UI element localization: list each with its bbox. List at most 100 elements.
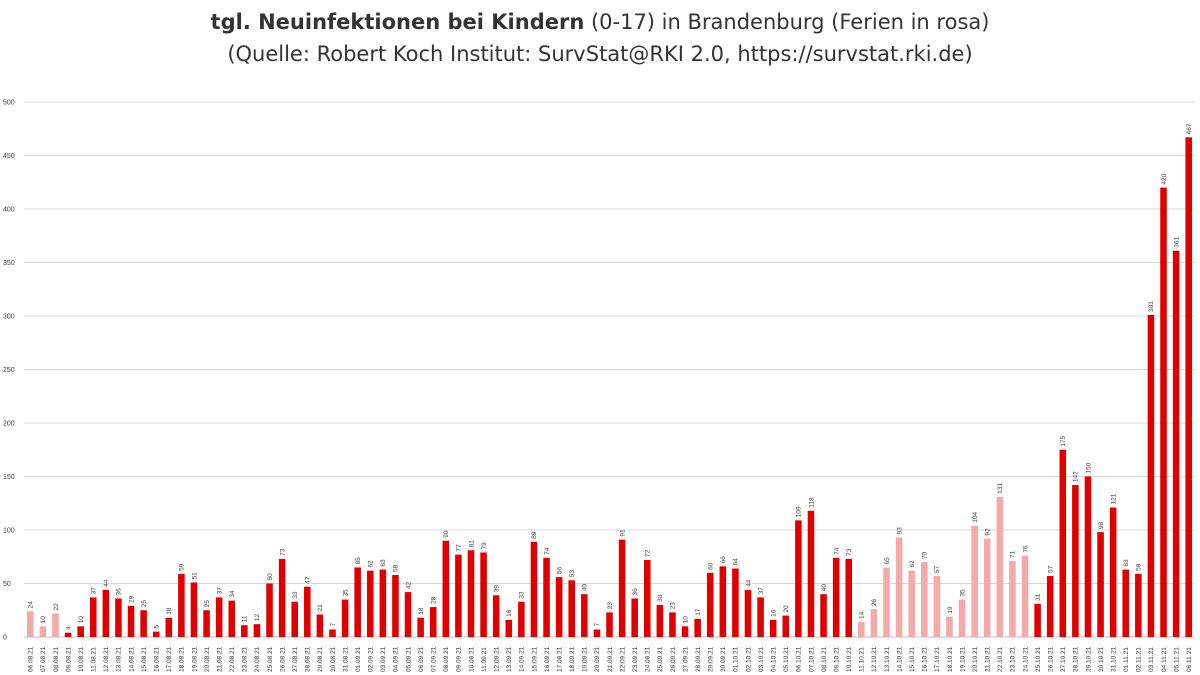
bar-25.08.21 [266, 583, 273, 637]
data-label: 90 [443, 530, 450, 538]
x-tick-label: 31.10.21 [1110, 646, 1117, 672]
x-tick-label: 30.08.21 [330, 646, 337, 672]
x-tick-label: 12.09.21 [493, 646, 500, 672]
bar-04.09.21 [392, 574, 399, 637]
bar-08.08.21 [52, 613, 59, 637]
bar-02.10.21 [744, 589, 752, 637]
x-tick-label: 15.08.21 [141, 646, 148, 672]
x-tick-label: 16.08.21 [154, 646, 161, 672]
x-tick-label: 04.11.21 [1161, 647, 1168, 672]
bar-19.09.21 [581, 594, 588, 637]
bar-17.08.21 [165, 617, 173, 637]
x-tick-label: 16.09.21 [544, 646, 551, 672]
x-tick-label: 14.10.21 [896, 646, 903, 672]
x-tick-label: 02.11.21 [1136, 647, 1143, 672]
data-label: 37 [91, 587, 98, 595]
x-tick-label: 21.09.21 [607, 646, 614, 672]
data-label: 7 [330, 623, 337, 627]
bar-10.10.21 [845, 558, 853, 637]
data-label: 81 [468, 540, 475, 548]
data-label: 65 [355, 557, 362, 565]
x-tick-label: 20.08.21 [204, 646, 211, 672]
data-label: 35 [959, 589, 966, 597]
x-tick-label: 06.08.21 [28, 646, 35, 672]
bar-13.08.21 [115, 598, 122, 637]
x-tick-label: 03.10.21 [758, 646, 765, 672]
bar-14.08.21 [127, 605, 135, 637]
data-label: 40 [821, 584, 828, 592]
y-tick-label: 400 [3, 207, 15, 214]
x-tick-label: 20.10.21 [972, 646, 979, 672]
bar-02.09.21 [366, 570, 374, 637]
x-tick-label: 30.09.21 [720, 646, 727, 672]
bar-19.10.21 [958, 599, 966, 637]
x-tick-label: 21.08.21 [216, 646, 223, 672]
data-label: 175 [1060, 436, 1067, 447]
data-label: 50 [267, 573, 274, 581]
data-label: 14 [859, 611, 866, 619]
bar-21.09.21 [606, 612, 613, 637]
bar-15.08.21 [140, 610, 147, 637]
bar-19.08.21 [190, 582, 198, 637]
bar-09.08.21 [64, 632, 72, 637]
x-tick-label: 07.09.21 [431, 646, 438, 672]
bar-25.09.21 [656, 604, 664, 637]
data-label: 25 [204, 600, 211, 608]
bar-13.10.21 [883, 567, 890, 637]
data-label: 16 [506, 609, 513, 617]
x-tick-label: 16.10.21 [922, 646, 929, 672]
x-tick-label: 01.11.21 [1123, 647, 1130, 672]
x-tick-label: 29.09.21 [708, 646, 715, 672]
data-label: 93 [896, 527, 903, 535]
data-label: 25 [141, 600, 148, 608]
data-label: 10 [40, 616, 47, 624]
x-tick-label: 01.10.21 [733, 646, 740, 672]
bar-11.08.21 [89, 597, 97, 637]
y-tick-label: 150 [3, 474, 15, 481]
chart-title-bold: tgl. Neuinfektionen bei Kindern [210, 10, 585, 34]
bar-23.08.21 [241, 625, 248, 637]
x-tick-label: 09.08.21 [65, 646, 72, 672]
data-label: 12 [254, 614, 261, 622]
x-tick-label: 27.10.21 [1060, 646, 1067, 672]
data-label: 23 [607, 602, 614, 610]
data-label: 104 [972, 511, 979, 522]
bar-04.10.21 [769, 619, 777, 637]
x-tick-label: 03.11.21 [1148, 647, 1155, 672]
data-label: 4 [65, 626, 72, 630]
data-label: 62 [909, 560, 916, 568]
data-label: 29 [128, 595, 135, 603]
x-tick-label: 05.09.21 [405, 646, 412, 672]
data-label: 73 [846, 548, 853, 556]
x-tick-label: 03.09.21 [380, 646, 387, 672]
bar-18.08.21 [178, 573, 185, 637]
x-tick-label: 08.08.21 [53, 646, 60, 672]
x-tick-label: 23.08.21 [242, 646, 249, 672]
x-tick-label: 29.10.21 [1085, 646, 1092, 672]
x-tick-label: 21.10.21 [985, 646, 992, 672]
data-label: 121 [1110, 493, 1117, 504]
bar-20.08.21 [203, 610, 210, 637]
x-tick-label: 06.09.21 [418, 646, 425, 672]
x-tick-label: 11.09.21 [481, 647, 488, 672]
bar-05.11.21 [1172, 250, 1180, 638]
data-label: 74 [544, 547, 551, 555]
data-label: 53 [569, 570, 576, 578]
data-label: 36 [116, 588, 123, 596]
data-label: 92 [985, 528, 992, 536]
bar-06.10.21 [795, 520, 802, 637]
bar-23.09.21 [631, 598, 638, 637]
bar-24.10.21 [1021, 555, 1029, 637]
x-tick-label: 26.10.21 [1047, 646, 1054, 672]
x-axis-ticks: 06.08.21 07.08.21 08.08.21 09.08.21 10.08.21… [28, 646, 1193, 672]
bar-05.10.21 [782, 615, 790, 637]
data-label: 47 [305, 576, 312, 584]
x-tick-label: 22.10.21 [997, 646, 1004, 672]
data-label: 24 [28, 601, 35, 609]
bar-14.10.21 [895, 537, 903, 637]
bar-29.08.21 [316, 614, 324, 637]
bar-09.10.21 [832, 557, 840, 637]
data-label: 17 [695, 608, 702, 616]
bar-09.09.21 [455, 554, 462, 637]
